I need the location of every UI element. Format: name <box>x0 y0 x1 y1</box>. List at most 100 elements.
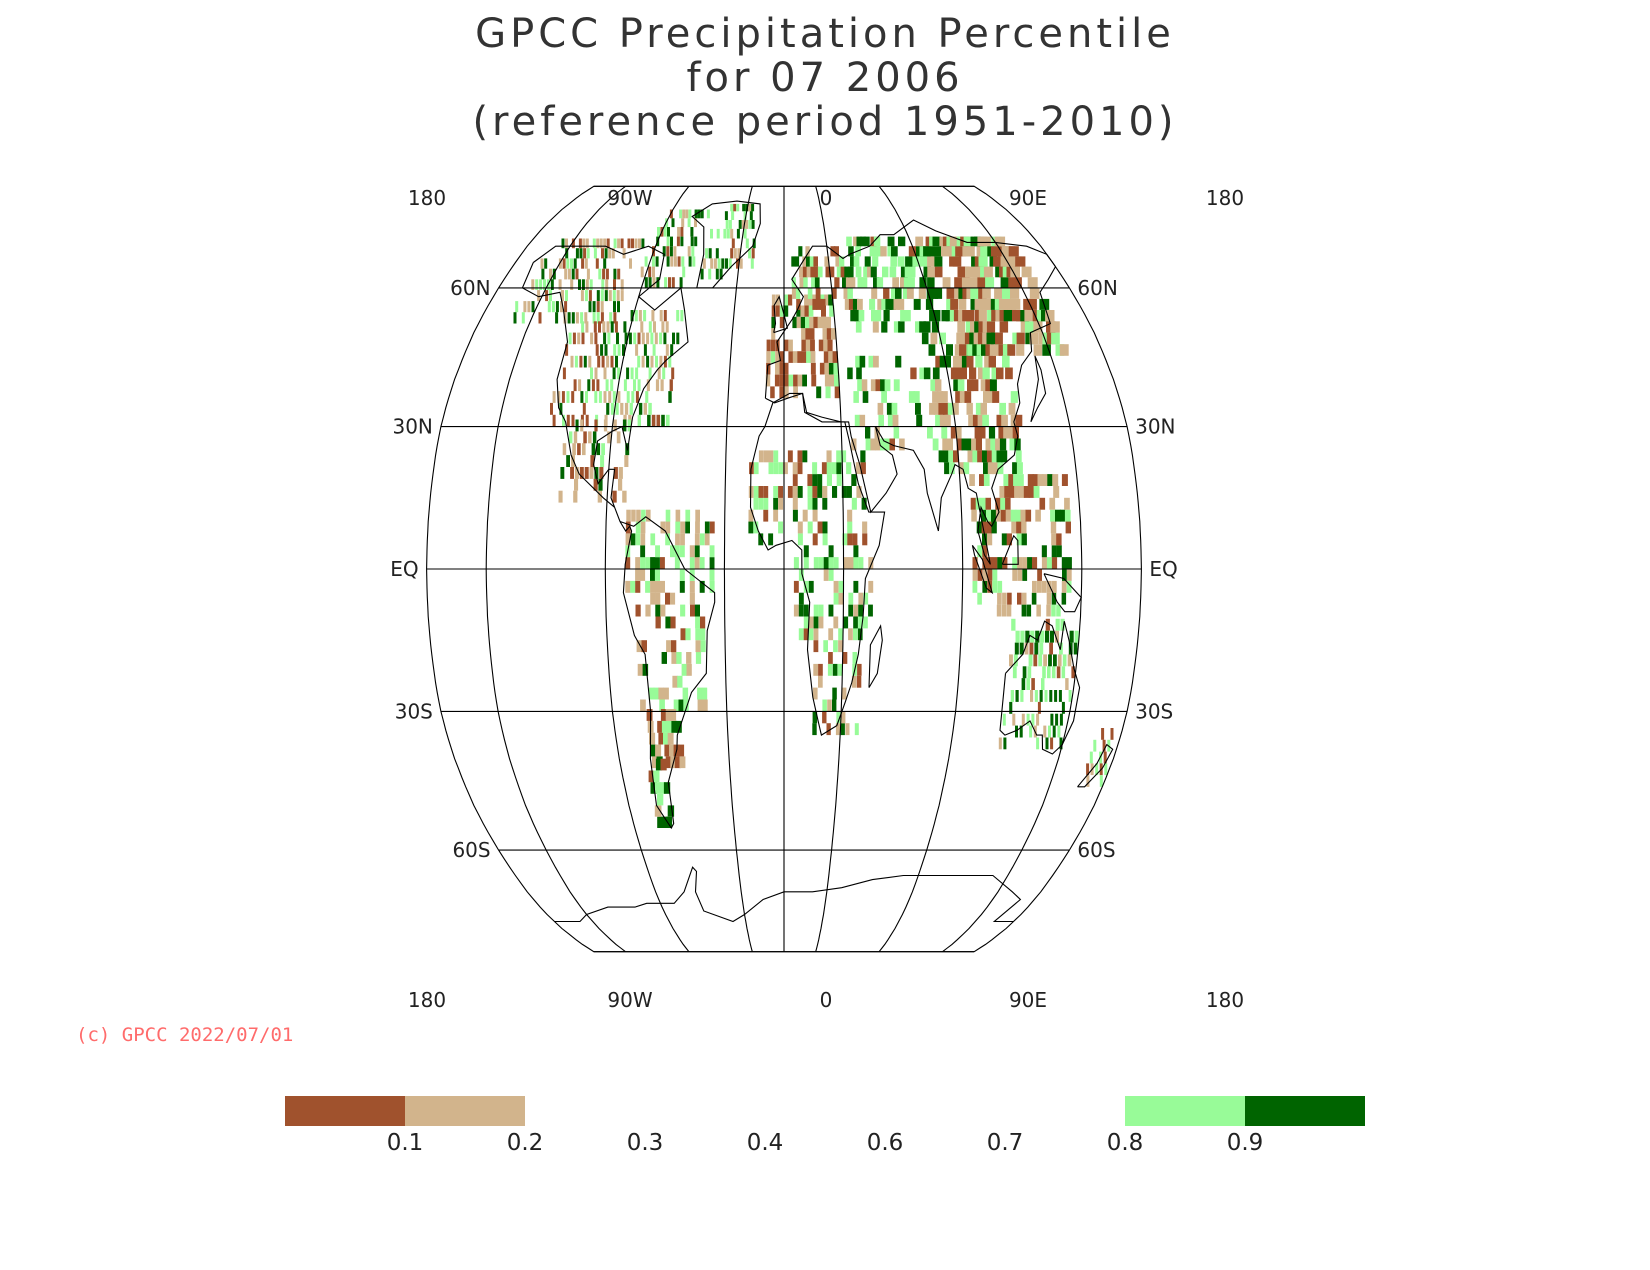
precip-cell <box>1016 533 1022 546</box>
precip-cell <box>801 351 807 363</box>
precip-cell <box>588 301 592 313</box>
precip-cell <box>935 414 942 427</box>
precip-cell <box>613 344 617 356</box>
precip-cell <box>701 687 708 700</box>
precip-cell <box>995 332 1003 345</box>
precip-cell <box>672 332 675 345</box>
precip-cell <box>682 209 686 219</box>
precip-cell <box>1034 642 1039 655</box>
precip-cell <box>1011 618 1016 631</box>
precip-cell <box>642 663 649 676</box>
precip-cell <box>1033 344 1043 356</box>
precip-cell <box>665 709 672 721</box>
precip-cell <box>661 414 665 427</box>
precip-cell <box>939 414 946 427</box>
precip-cell <box>811 374 817 387</box>
precip-cell <box>558 279 562 290</box>
precip-cell <box>1038 654 1043 667</box>
precip-cell <box>1010 690 1014 702</box>
precip-cell <box>655 379 660 392</box>
precip-cell <box>771 305 776 317</box>
precip-cell <box>843 557 849 569</box>
precip-cell <box>1020 509 1027 522</box>
precip-cell <box>709 521 715 534</box>
precip-cell <box>859 355 866 368</box>
precip-cell <box>595 344 599 356</box>
precip-cell <box>929 310 937 322</box>
precip-cell <box>622 419 627 432</box>
precip-cell <box>865 426 871 439</box>
precip-cell <box>1037 474 1044 486</box>
precip-cell <box>547 301 551 313</box>
precip-cell <box>626 509 631 522</box>
precip-cell <box>1023 486 1030 498</box>
precip-cell <box>831 328 837 340</box>
precip-cell <box>863 236 870 247</box>
precip-cell <box>681 256 685 267</box>
precip-cell <box>932 367 940 380</box>
precip-cell <box>663 332 667 345</box>
precip-cell <box>624 402 629 415</box>
precip-cell <box>990 332 999 345</box>
precip-cell <box>651 310 655 322</box>
precip-cell <box>550 279 554 290</box>
precip-cell <box>1013 654 1018 667</box>
precip-cell <box>728 258 732 269</box>
precip-cell <box>1089 751 1093 764</box>
precip-cell <box>891 402 898 415</box>
precip-cell <box>643 310 647 322</box>
precip-cell <box>670 709 677 721</box>
precip-cell <box>646 332 650 345</box>
precip-cell <box>833 580 839 593</box>
precip-cell <box>626 391 630 403</box>
precip-cell <box>630 310 634 322</box>
precip-cell <box>731 211 735 220</box>
precip-cell <box>985 497 991 510</box>
precip-cell <box>615 355 618 368</box>
precip-cell <box>1041 545 1047 558</box>
precip-cell <box>791 256 796 267</box>
precip-cell <box>655 545 660 558</box>
precip-cell <box>797 374 803 387</box>
precip-cell <box>856 486 862 498</box>
coastline <box>773 295 789 334</box>
precip-cell <box>997 557 1003 569</box>
precip-cell <box>675 509 681 522</box>
precip-cell <box>766 362 771 375</box>
precip-cell <box>1056 604 1061 617</box>
precip-cell <box>620 402 624 415</box>
precip-cell <box>915 236 924 247</box>
precip-cell <box>1086 763 1090 776</box>
precip-cell <box>822 533 828 546</box>
precip-cell <box>1050 509 1056 522</box>
precip-cell <box>799 277 804 288</box>
precip-cell <box>682 266 686 278</box>
precip-cell <box>1044 690 1048 702</box>
precip-cell <box>873 355 879 368</box>
precip-cell <box>677 227 681 237</box>
precip-cell <box>538 312 542 324</box>
precip-cell <box>622 248 626 259</box>
precip-cell <box>972 569 978 581</box>
precip-cell <box>651 256 655 267</box>
precip-cell <box>648 321 652 333</box>
precip-cell <box>640 266 644 278</box>
precip-cell <box>565 290 568 302</box>
precip-cell <box>1007 344 1016 356</box>
precip-cell <box>660 557 665 569</box>
precip-cell <box>1012 462 1018 475</box>
precip-cell <box>638 402 643 415</box>
precip-cell <box>1010 509 1017 522</box>
precip-cell <box>688 209 692 219</box>
precip-cell <box>650 580 656 593</box>
precip-cell <box>1019 725 1023 738</box>
precip-cell <box>1019 642 1024 655</box>
precip-cell <box>919 277 927 288</box>
precip-cell <box>540 258 544 269</box>
precip-cell <box>853 256 860 267</box>
precip-cell <box>791 287 797 299</box>
precip-cell <box>699 580 705 593</box>
precip-cell <box>1026 678 1030 690</box>
precip-cell <box>977 414 985 427</box>
precip-cell <box>798 246 803 257</box>
